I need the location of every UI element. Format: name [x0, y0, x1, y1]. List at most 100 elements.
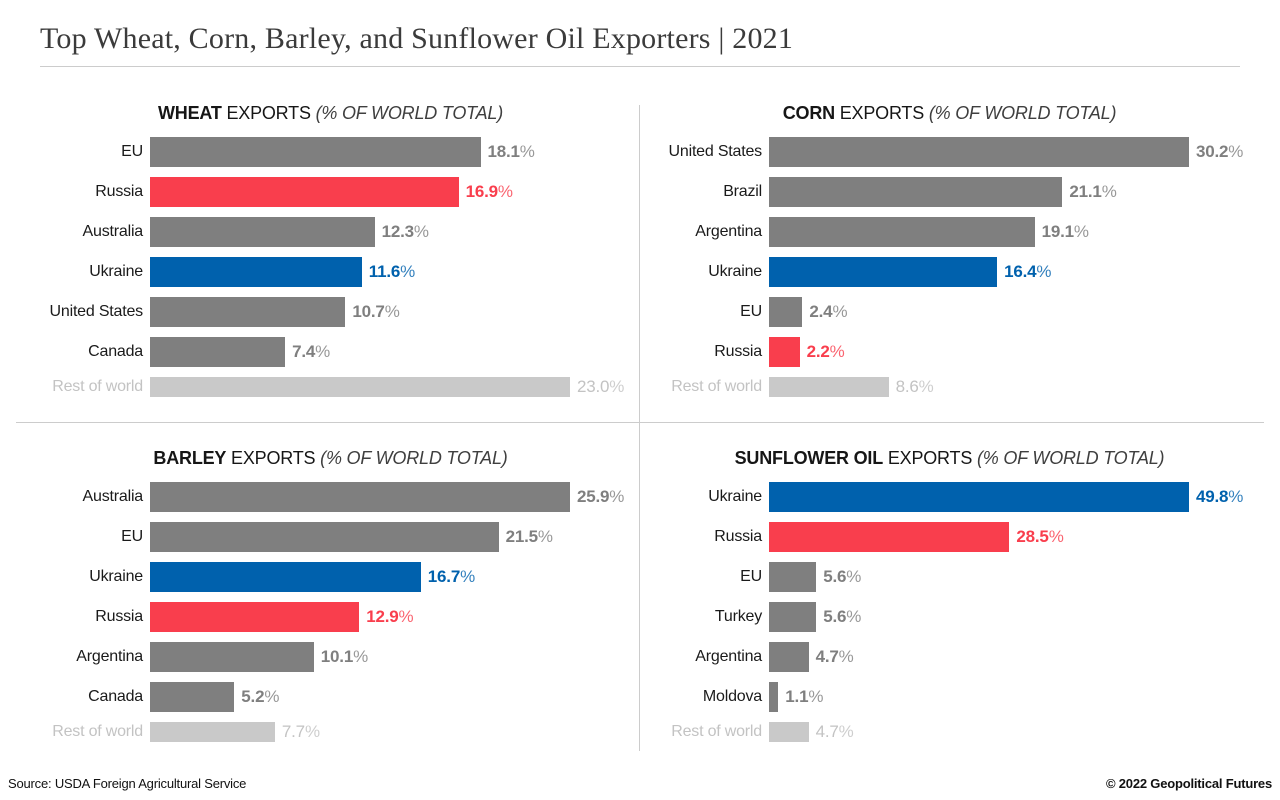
- chart-title-commodity: SUNFLOWER OIL: [734, 448, 884, 468]
- chart-title-note: (% OF WORLD TOTAL): [315, 103, 504, 123]
- quadrant-divider-vertical: [639, 105, 640, 751]
- value-label: 5.2%: [241, 687, 280, 706]
- bar: [769, 562, 817, 592]
- bar-area: 21.5%: [150, 522, 621, 552]
- value-label: 11.6%: [368, 262, 416, 281]
- bar-area: 25.9%: [150, 482, 624, 512]
- category-label: Canada: [88, 688, 143, 705]
- footer: Source: USDA Foreign Agricultural Servic…: [8, 776, 1272, 791]
- bar: [150, 177, 459, 207]
- category-label: Russia: [95, 608, 143, 625]
- chart-row: Rest of world 4.7%: [659, 717, 1240, 747]
- bar-area: 23.0%: [150, 377, 624, 397]
- chart-row: Canada 7.4%: [40, 332, 621, 372]
- category-label: Russia: [714, 343, 762, 360]
- bar-area: 12.3%: [150, 217, 621, 247]
- bar: [150, 217, 375, 247]
- chart-row: Turkey 5.6%: [659, 597, 1240, 637]
- bar-area: 2.4%: [769, 297, 1240, 327]
- value-label: 5.6%: [823, 567, 862, 586]
- bar-area: 10.1%: [150, 642, 621, 672]
- bar: [769, 137, 1189, 167]
- bar: [769, 602, 817, 632]
- chart-row: Moldova 1.1%: [659, 677, 1240, 717]
- category-label: Australia: [82, 488, 144, 505]
- category-label: Argentina: [695, 223, 762, 240]
- value-label: 12.9%: [366, 607, 414, 626]
- bar: [150, 377, 570, 397]
- bar-area: 16.7%: [150, 562, 621, 592]
- bar: [769, 177, 1063, 207]
- category-label: EU: [121, 143, 143, 160]
- category-label: Rest of world: [671, 723, 762, 740]
- bar: [769, 482, 1189, 512]
- chart-row: Ukraine 16.7%: [40, 557, 621, 597]
- chart-title: CORN EXPORTS (% OF WORLD TOTAL): [659, 100, 1240, 126]
- bar-area: 49.8%: [769, 482, 1243, 512]
- bar: [150, 562, 421, 592]
- bar-area: 28.5%: [769, 522, 1240, 552]
- page-title: Top Wheat, Corn, Barley, and Sunflower O…: [40, 22, 794, 55]
- category-label: Argentina: [695, 648, 762, 665]
- category-label: Moldova: [702, 688, 762, 705]
- category-label: Russia: [714, 528, 762, 545]
- value-label: 4.7%: [815, 722, 854, 741]
- chart-row: Rest of world 8.6%: [659, 372, 1240, 402]
- value-label: 7.7%: [281, 722, 320, 741]
- value-label: 1.1%: [785, 687, 824, 706]
- bar: [150, 337, 286, 367]
- bar: [769, 722, 809, 742]
- value-label: 7.4%: [292, 342, 331, 361]
- bar: [150, 482, 570, 512]
- chart-row: Argentina 4.7%: [659, 637, 1240, 677]
- value-label: 18.1%: [487, 142, 535, 161]
- value-label: 21.1%: [1069, 182, 1117, 201]
- bar: [150, 297, 346, 327]
- category-label: United States: [49, 303, 144, 320]
- category-label: EU: [121, 528, 143, 545]
- bar: [769, 377, 889, 397]
- chart-row: United States 10.7%: [40, 292, 621, 332]
- chart-title-exports: EXPORTS: [226, 103, 311, 123]
- value-label: 2.4%: [809, 302, 848, 321]
- chart-row: EU 2.4%: [659, 292, 1240, 332]
- chart-row: Ukraine 49.8%: [659, 477, 1243, 517]
- chart-row: Ukraine 16.4%: [659, 252, 1240, 292]
- bar-area: 30.2%: [769, 137, 1243, 167]
- chart-row: Russia 2.2%: [659, 332, 1240, 372]
- bar: [769, 257, 998, 287]
- bar-area: 8.6%: [769, 377, 1240, 397]
- chart-title-note: (% OF WORLD TOTAL): [928, 103, 1117, 123]
- chart-row: EU 21.5%: [40, 517, 621, 557]
- bar-area: 5.6%: [769, 602, 1240, 632]
- bar-area: 18.1%: [150, 137, 621, 167]
- value-label: 10.1%: [320, 647, 369, 666]
- bar-area: 5.2%: [150, 682, 621, 712]
- barley-exports-chart: BARLEY EXPORTS (% OF WORLD TOTAL) Austra…: [40, 445, 624, 747]
- chart-title-commodity: CORN: [782, 103, 835, 123]
- bar-area: 12.9%: [150, 602, 621, 632]
- value-label: 8.6%: [895, 377, 934, 396]
- bar: [150, 137, 481, 167]
- chart-title-commodity: BARLEY: [153, 448, 227, 468]
- category-label: Ukraine: [89, 568, 143, 585]
- bar-area: 11.6%: [150, 257, 621, 287]
- chart-row: EU 18.1%: [40, 132, 621, 172]
- sunflower-oil-exports-chart: SUNFLOWER OIL EXPORTS (% OF WORLD TOTAL)…: [659, 445, 1243, 747]
- chart-row: Australia 25.9%: [40, 477, 624, 517]
- bar: [769, 682, 779, 712]
- bar-area: 4.7%: [769, 642, 1240, 672]
- bar: [150, 722, 275, 742]
- bar: [150, 257, 362, 287]
- bar: [150, 602, 360, 632]
- chart-title-commodity: WHEAT: [158, 103, 222, 123]
- category-label: Argentina: [76, 648, 143, 665]
- value-label: 2.2%: [806, 342, 845, 361]
- bar-area: 21.1%: [769, 177, 1240, 207]
- value-label: 10.7%: [352, 302, 400, 321]
- category-label: Australia: [82, 223, 144, 240]
- value-label: 5.6%: [823, 607, 862, 626]
- source-credit: Source: USDA Foreign Agricultural Servic…: [8, 776, 247, 791]
- chart-rows: Ukraine 49.8% Russia 28.5% EU 5.6% Turkey 5.6% A…: [659, 477, 1243, 747]
- chart-title-exports: EXPORTS: [887, 448, 973, 468]
